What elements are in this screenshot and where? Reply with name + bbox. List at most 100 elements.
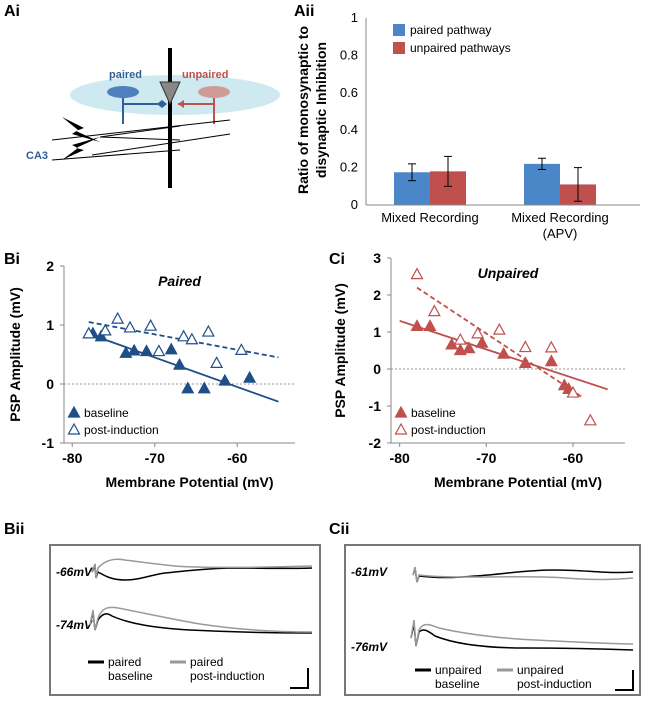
x-tick-label: -80 bbox=[62, 450, 82, 466]
panel-ci: Ci -2 -1 0 1 2 3 -80 -70 -60 Membrane Potential (… bbox=[325, 248, 650, 503]
chart-title: Unpaired bbox=[478, 265, 539, 281]
trace-voltage-label: -66mV bbox=[56, 565, 93, 579]
point-baseline bbox=[423, 319, 437, 332]
trace-baseline-lower bbox=[410, 623, 634, 651]
y-axis-title: PSP Amplitude (mV) bbox=[7, 287, 23, 422]
fiber-5 bbox=[51, 149, 181, 161]
y-tick-label: -1 bbox=[369, 398, 382, 414]
x-axis-title: Membrane Potential (mV) bbox=[434, 474, 602, 490]
fiber-1 bbox=[99, 125, 181, 138]
panel-cii: Cii -61mV -76mV unpaired baseline unpair… bbox=[325, 520, 650, 698]
x-category-label: Mixed Recording bbox=[381, 210, 479, 225]
panel-ai: Ai paired unpaired CA3 bbox=[0, 0, 290, 200]
bar bbox=[524, 163, 560, 205]
legend-marker bbox=[394, 405, 408, 418]
paired-synapse bbox=[107, 86, 139, 98]
trace-frame bbox=[49, 544, 321, 696]
point-baseline bbox=[172, 357, 187, 370]
point-post-induction bbox=[544, 340, 558, 353]
legend-label: post-induction bbox=[84, 423, 159, 437]
y-tick-label: 1 bbox=[373, 324, 381, 340]
unpaired-terminal-icon bbox=[178, 100, 184, 108]
y-axis-title: PSP Amplitude (mV) bbox=[332, 283, 348, 418]
y-tick-label: 2 bbox=[46, 258, 54, 274]
point-baseline bbox=[197, 381, 211, 394]
legend-label: paired bbox=[190, 655, 223, 669]
y-tick-label: 3 bbox=[373, 250, 381, 266]
x-category-label: (APV) bbox=[543, 226, 578, 241]
panel-label-cii: Cii bbox=[329, 521, 349, 538]
trace-post-lower bbox=[89, 606, 313, 633]
x-axis-title: Membrane Potential (mV) bbox=[105, 474, 273, 490]
y-tick-label: 0.8 bbox=[340, 47, 358, 62]
y-tick-label: 1 bbox=[351, 10, 358, 25]
point-baseline bbox=[127, 343, 141, 356]
y-tick-label: 0.6 bbox=[340, 85, 358, 100]
legend-label: post-induction bbox=[190, 669, 265, 683]
point-baseline bbox=[544, 354, 558, 367]
y-tick-label: 0.2 bbox=[340, 160, 358, 175]
point-post-induction bbox=[111, 311, 125, 324]
traces-unpaired: Cii -61mV -76mV unpaired baseline unpair… bbox=[329, 521, 641, 696]
point-post-induction bbox=[98, 323, 112, 336]
unpaired-label: unpaired bbox=[182, 69, 228, 81]
neuron-soma-icon bbox=[159, 81, 181, 106]
y-tick-label: -1 bbox=[42, 435, 55, 451]
x-tick-label: -60 bbox=[563, 450, 583, 466]
point-post-induction bbox=[234, 343, 248, 355]
legend-label: unpaired pathways bbox=[410, 41, 511, 55]
chart-title: Paired bbox=[158, 273, 201, 289]
point-post-induction bbox=[201, 324, 215, 337]
scale-bar bbox=[615, 670, 634, 691]
legend-label: post-induction bbox=[517, 677, 592, 691]
paired-terminal-icon bbox=[157, 100, 167, 108]
x-tick-label: -80 bbox=[390, 450, 410, 466]
panel-bi: Bi -1 0 1 2 -80 -70 -60 Membrane Potential (mV)… bbox=[0, 248, 320, 503]
point-post-induction bbox=[471, 326, 485, 339]
point-baseline bbox=[164, 342, 178, 355]
y-tick-label: 2 bbox=[373, 287, 381, 303]
paired-label: paired bbox=[109, 69, 142, 81]
point-post-induction bbox=[583, 413, 597, 426]
y-axis-title-line2: disynaptic Inhibition bbox=[313, 42, 329, 178]
trace-voltage-label: -61mV bbox=[351, 565, 388, 579]
legend-label: paired bbox=[108, 655, 141, 669]
trace-post-lower bbox=[410, 619, 634, 647]
point-post-induction bbox=[453, 332, 467, 345]
legend-label: baseline bbox=[411, 406, 456, 420]
panel-label-bi: Bi bbox=[4, 251, 20, 268]
trace-post-upper bbox=[91, 558, 313, 579]
y-tick-label: 1 bbox=[46, 317, 54, 333]
traces-paired: Bii -66mV -74mV paired baseline paired p… bbox=[4, 521, 321, 696]
legend-label: unpaired bbox=[517, 663, 564, 677]
legend-label: baseline bbox=[84, 406, 129, 420]
legend-label: baseline bbox=[435, 677, 480, 691]
point-baseline bbox=[462, 341, 476, 354]
point-baseline bbox=[475, 335, 489, 348]
legend-marker bbox=[67, 422, 81, 435]
scatter-chart-paired: Bi -1 0 1 2 -80 -70 -60 Membrane Potential (mV)… bbox=[4, 251, 295, 490]
panel-label-aii: Aii bbox=[294, 3, 314, 20]
unpaired-synapse bbox=[198, 86, 230, 98]
scatter-chart-unpaired: Ci -2 -1 0 1 2 3 -80 -70 -60 Membrane Potential (… bbox=[329, 250, 625, 490]
point-baseline bbox=[518, 356, 532, 369]
legend-label: post-induction bbox=[411, 423, 486, 437]
legend-label: paired pathway bbox=[410, 23, 491, 37]
point-post-induction bbox=[152, 344, 166, 357]
y-tick-label: -2 bbox=[369, 435, 382, 451]
trace-baseline-lower bbox=[89, 611, 313, 634]
stim-electrode-icon-2 bbox=[62, 137, 100, 160]
ca3-label: CA3 bbox=[26, 150, 48, 162]
bar-chart: Aii Ratio of monosynaptic to disynaptic … bbox=[294, 3, 640, 241]
point-post-induction bbox=[492, 322, 506, 335]
point-baseline bbox=[94, 329, 108, 342]
trace-frame bbox=[344, 544, 641, 696]
point-baseline bbox=[453, 343, 467, 356]
y-tick-label: 0 bbox=[373, 361, 381, 377]
point-baseline bbox=[497, 346, 511, 359]
legend-label: baseline bbox=[108, 669, 153, 683]
y-tick-label: 0.4 bbox=[340, 122, 358, 137]
point-baseline bbox=[181, 381, 195, 394]
trace-baseline-upper bbox=[412, 567, 634, 583]
stim-electrode-icon-1 bbox=[62, 117, 100, 142]
